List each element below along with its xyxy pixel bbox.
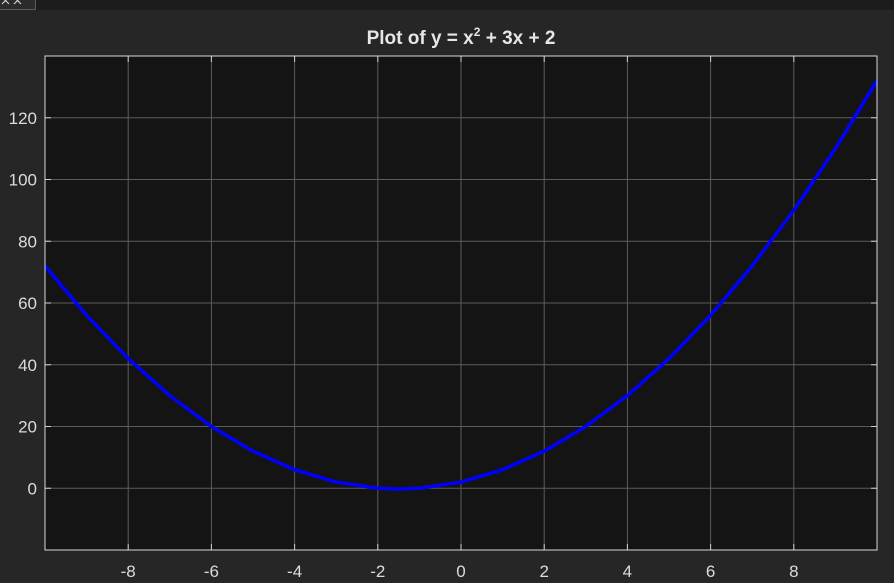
- x-tick-label: -2: [370, 562, 385, 581]
- plot-frame: [44, 55, 878, 551]
- y-tick-label: 40: [18, 356, 37, 375]
- y-tick-label: 120: [9, 109, 37, 128]
- x-tick-label: 8: [789, 562, 798, 581]
- x-axis: -8 -6 -4 -2 0 2 4 6 8: [121, 562, 799, 581]
- x-tick-label: -8: [121, 562, 136, 581]
- y-tick-label: 80: [18, 232, 37, 251]
- y-tick-label: 60: [18, 294, 37, 313]
- x-tick-label: -4: [287, 562, 302, 581]
- y-tick-label: 20: [18, 418, 37, 437]
- x-tick-label: 4: [623, 562, 632, 581]
- x-tick-label: 2: [539, 562, 548, 581]
- close-icon[interactable]: [0, 0, 36, 10]
- figure-tab[interactable]: [0, 0, 36, 10]
- y-tick-label: 100: [9, 171, 37, 190]
- y-tick-label: 0: [28, 479, 37, 498]
- x-tick-label: -6: [204, 562, 219, 581]
- y-axis: 0 20 40 60 80 100 120: [9, 109, 37, 499]
- series-line: [43, 79, 879, 491]
- tick-marks: [45, 56, 877, 550]
- x-tick-label: 6: [706, 562, 715, 581]
- y-grid: [45, 117, 877, 489]
- figure-tab-strip: [0, 0, 894, 10]
- x-tick-label: 0: [456, 562, 465, 581]
- chart-title: Plot of y = x2 + 3x + 2: [367, 25, 556, 49]
